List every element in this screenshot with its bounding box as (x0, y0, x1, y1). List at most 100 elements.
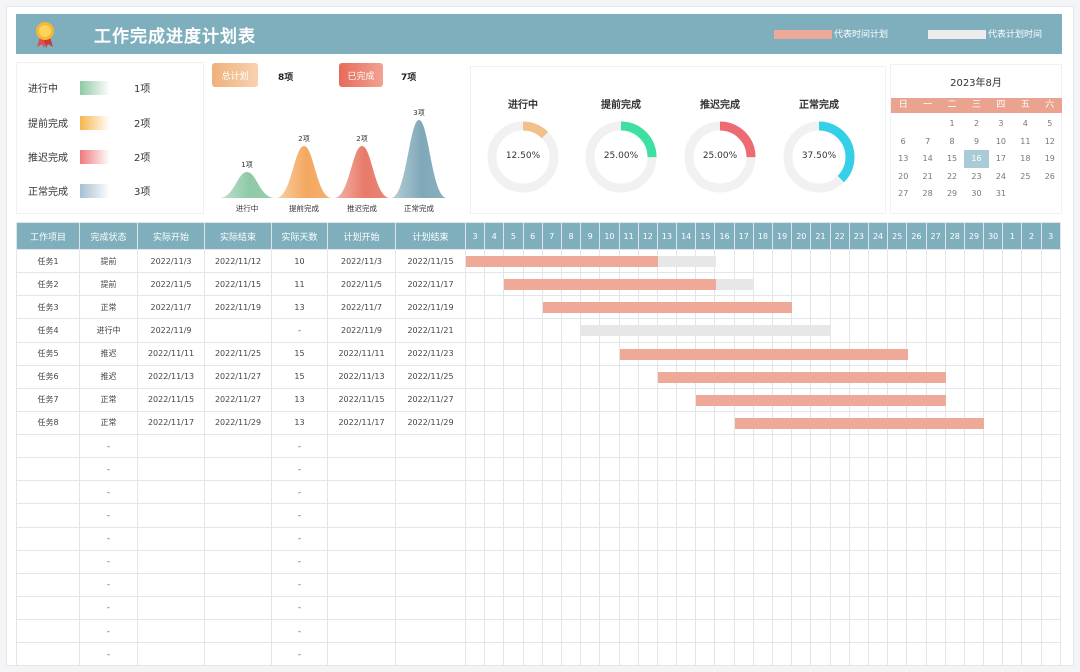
table-cell[interactable]: 任务8 (16, 410, 80, 436)
calendar-day[interactable]: 9 (973, 136, 980, 146)
table-cell[interactable] (395, 526, 466, 551)
table-cell[interactable]: 任务4 (16, 318, 80, 343)
calendar-day[interactable]: 17 (995, 154, 1007, 163)
calendar-day[interactable]: 4 (1022, 119, 1028, 128)
table-cell[interactable]: 提前 (79, 272, 138, 297)
table-cell[interactable]: 2022/11/27 (395, 387, 466, 412)
table-cell[interactable]: - (79, 549, 138, 574)
table-cell[interactable] (327, 595, 396, 621)
column-header[interactable]: 计划结束 (395, 222, 466, 250)
table-cell[interactable] (16, 549, 80, 574)
table-cell[interactable] (327, 618, 396, 644)
table-cell[interactable]: 13 (271, 410, 328, 436)
table-cell[interactable] (395, 572, 466, 597)
table-cell[interactable]: - (271, 503, 328, 528)
calendar-day[interactable]: 29 (946, 189, 958, 198)
table-cell[interactable] (137, 572, 205, 597)
table-row[interactable]: -- (16, 480, 1061, 505)
table-cell[interactable]: 2022/11/7 (327, 295, 396, 320)
table-cell[interactable]: 2022/11/3 (137, 248, 205, 274)
table-cell[interactable]: - (79, 480, 138, 505)
table-cell[interactable] (395, 457, 466, 482)
table-cell[interactable] (327, 433, 396, 459)
calendar-day[interactable]: 18 (1020, 154, 1031, 163)
table-cell[interactable]: 提前 (79, 248, 138, 274)
table-cell[interactable]: 2022/11/7 (137, 295, 205, 320)
calendar-day[interactable]: 16 (964, 150, 989, 168)
table-cell[interactable]: - (79, 618, 138, 644)
column-header[interactable]: 计划开始 (327, 222, 396, 250)
table-cell[interactable]: - (271, 595, 328, 621)
table-cell[interactable] (327, 503, 396, 528)
calendar-day[interactable]: 28 (922, 189, 933, 198)
table-cell[interactable] (395, 549, 466, 574)
table-cell[interactable]: 任务5 (16, 341, 80, 366)
table-cell[interactable]: 任务3 (16, 295, 80, 320)
table-row[interactable]: -- (16, 618, 1061, 644)
calendar-day[interactable]: 11 (1020, 136, 1031, 146)
table-cell[interactable]: 2022/11/13 (137, 364, 205, 389)
table-cell[interactable] (204, 457, 272, 482)
column-header[interactable]: 实际结束 (204, 222, 272, 250)
table-cell[interactable]: 正常 (79, 410, 138, 436)
table-cell[interactable] (16, 572, 80, 597)
table-cell[interactable] (204, 595, 272, 621)
column-header[interactable]: 完成状态 (79, 222, 138, 250)
table-cell[interactable]: 正常 (79, 387, 138, 412)
table-cell[interactable]: 2022/11/17 (327, 410, 396, 436)
table-row[interactable]: 任务8 正常 2022/11/17 2022/11/29 13 2022/11/17 202… (16, 410, 1061, 436)
table-cell[interactable] (204, 549, 272, 574)
table-cell[interactable]: 2022/11/11 (137, 341, 205, 366)
table-cell[interactable] (327, 526, 396, 551)
table-row[interactable]: 任务6 推迟 2022/11/13 2022/11/27 15 2022/11/13 202… (16, 364, 1061, 389)
table-cell[interactable]: 推迟 (79, 341, 138, 366)
table-row[interactable]: 任务4 进行中 2022/11/9-2022/11/9 2022/11/21 (16, 318, 1061, 343)
table-cell[interactable] (395, 642, 466, 667)
table-cell[interactable] (16, 503, 80, 528)
table-cell[interactable]: 2022/11/27 (204, 387, 272, 412)
calendar-day[interactable]: 15 (946, 154, 958, 163)
column-header[interactable]: 实际开始 (137, 222, 205, 250)
table-cell[interactable]: 2022/11/15 (327, 387, 396, 412)
table-cell[interactable]: - (271, 526, 328, 551)
calendar-day[interactable]: 12 (1044, 136, 1055, 146)
column-header[interactable]: 工作项目 (16, 222, 80, 250)
table-cell[interactable] (137, 618, 205, 644)
table-cell[interactable] (204, 642, 272, 667)
table-cell[interactable]: 正常 (79, 295, 138, 320)
table-row[interactable]: 任务3 正常 2022/11/7 2022/11/19 13 2022/11/7 2022/… (16, 295, 1061, 320)
table-cell[interactable] (204, 618, 272, 644)
table-cell[interactable] (16, 618, 80, 644)
table-cell[interactable]: 2022/11/5 (137, 272, 205, 297)
table-cell[interactable] (204, 572, 272, 597)
table-cell[interactable]: 任务1 (16, 248, 80, 274)
table-cell[interactable]: - (79, 642, 138, 667)
calendar-day[interactable]: 30 (971, 189, 982, 198)
calendar-day[interactable]: 6 (900, 136, 906, 146)
table-cell[interactable]: - (271, 480, 328, 505)
calendar-day[interactable]: 5 (1047, 119, 1053, 128)
calendar-day[interactable]: 8 (949, 136, 955, 146)
table-cell[interactable]: 2022/11/9 (327, 318, 396, 343)
table-cell[interactable]: - (271, 457, 328, 482)
calendar-day[interactable]: 23 (971, 171, 982, 181)
table-cell[interactable]: 2022/11/19 (395, 295, 466, 320)
table-cell[interactable]: 2022/11/23 (395, 341, 466, 366)
table-cell[interactable]: 2022/11/15 (137, 387, 205, 412)
calendar-day[interactable]: 20 (898, 171, 909, 181)
table-row[interactable]: 任务2 提前 2022/11/5 2022/11/15 11 2022/11/5 2022/… (16, 272, 1061, 297)
calendar-day[interactable]: 3 (998, 119, 1004, 128)
table-cell[interactable] (137, 480, 205, 505)
calendar-day[interactable]: 10 (995, 136, 1007, 146)
calendar-day[interactable]: 1 (949, 119, 955, 128)
table-cell[interactable] (137, 549, 205, 574)
table-cell[interactable]: 2022/11/17 (137, 410, 205, 436)
calendar-day[interactable]: 19 (1044, 154, 1055, 163)
table-cell[interactable] (204, 526, 272, 551)
table-cell[interactable]: - (79, 433, 138, 459)
table-cell[interactable] (16, 433, 80, 459)
table-cell[interactable]: 2022/11/3 (327, 248, 396, 274)
table-cell[interactable] (137, 433, 205, 459)
table-cell[interactable] (395, 503, 466, 528)
table-cell[interactable] (137, 642, 205, 667)
